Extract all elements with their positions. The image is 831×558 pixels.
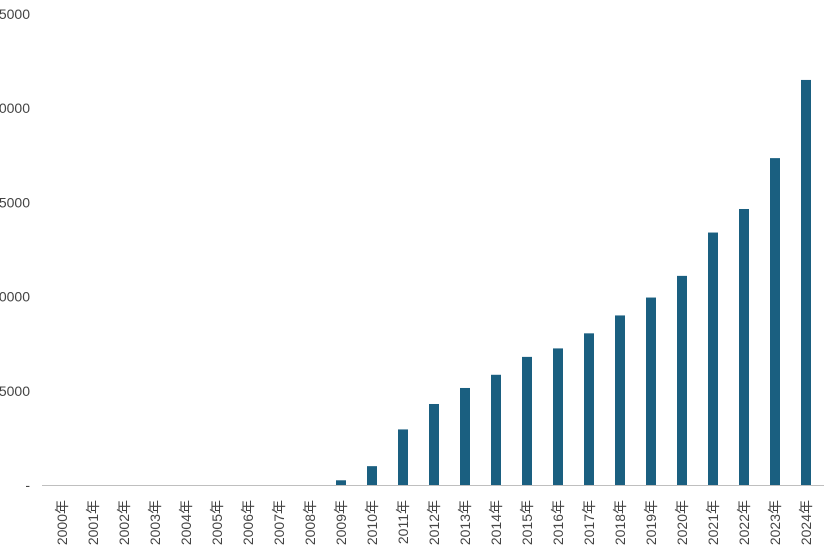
x-tick-label: 2015年 <box>519 500 535 545</box>
x-tick-label: 2011年 <box>395 500 411 544</box>
bar <box>584 333 594 485</box>
bar <box>708 232 718 485</box>
bar <box>677 275 687 485</box>
bar <box>398 429 408 485</box>
x-tick-label: 2016年 <box>550 500 566 545</box>
x-tick-label: 2001年 <box>85 500 101 545</box>
y-tick-label: 25000 <box>0 6 30 22</box>
x-tick-label: 2021年 <box>705 500 721 545</box>
x-tick-label: 2013年 <box>457 500 473 545</box>
x-tick-label: 2009年 <box>333 500 349 545</box>
x-tick-label: 2005年 <box>209 500 225 545</box>
bars <box>336 79 811 485</box>
x-tick-label: 2014年 <box>488 500 504 545</box>
x-tick-label: 2019年 <box>643 500 659 545</box>
x-tick-label: 2004年 <box>178 500 194 545</box>
bar <box>770 158 780 485</box>
bar <box>801 79 811 485</box>
x-tick-label: 2006年 <box>240 500 256 545</box>
bar <box>367 466 377 485</box>
bar <box>336 480 346 485</box>
x-axis-ticks: 2000年 2001年 2002年 2003年 2004年 2005年 2006年 2007年… <box>54 500 814 545</box>
bar <box>615 315 625 485</box>
x-tick-label: 2023年 <box>767 500 783 545</box>
y-tick-label: - <box>25 477 30 493</box>
x-tick-label: 2008年 <box>302 500 318 545</box>
bar <box>460 387 470 485</box>
x-tick-label: 2020年 <box>674 500 690 545</box>
y-tick-label: 15000 <box>0 194 30 210</box>
x-tick-label: 2022年 <box>736 500 752 545</box>
x-tick-label: 2018年 <box>612 500 628 545</box>
x-tick-label: 2024年 <box>798 500 814 545</box>
bar <box>646 297 656 485</box>
x-tick-label: 2017年 <box>581 500 597 545</box>
x-tick-label: 2007年 <box>271 500 287 545</box>
x-tick-label: 2003年 <box>147 500 163 545</box>
x-tick-label: 2000年 <box>54 500 70 545</box>
y-tick-label: 20000 <box>0 100 30 116</box>
y-tick-label: 5000 <box>0 383 30 399</box>
x-tick-label: 2002年 <box>116 500 132 545</box>
x-tick-label: 2010年 <box>364 500 380 545</box>
x-tick-label: 2012年 <box>426 500 442 545</box>
y-tick-label: 10000 <box>0 289 30 305</box>
bar <box>491 374 501 485</box>
bar <box>553 348 563 485</box>
y-axis-ticks: - 5000 10000 15000 20000 25000 <box>0 6 30 493</box>
bar <box>429 403 439 485</box>
bar <box>522 356 532 485</box>
bar <box>739 208 749 485</box>
